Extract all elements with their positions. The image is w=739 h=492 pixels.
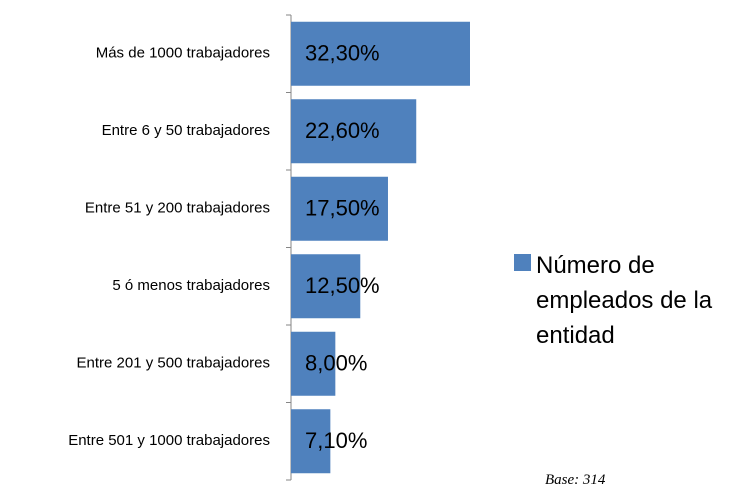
bar [291,21,470,86]
legend-label: Número de empleados de la entidad [536,252,713,349]
data-label: 22,60% [305,118,380,143]
bar [291,99,417,164]
legend: Número de empleados de la entidad [514,248,739,353]
y-tick-label: 5 ó menos trabajadores [112,277,270,294]
data-label: 7,10% [305,428,367,453]
annotation: Base: 314 [545,472,606,488]
bar [291,331,336,396]
y-tick-label: Entre 6 y 50 trabajadores [102,122,270,139]
data-label: 8,00% [305,351,367,376]
legend-swatch [514,254,531,271]
bar [291,176,388,241]
data-label: 32,30% [305,41,380,66]
data-label: 12,50% [305,273,380,298]
bar [291,409,331,474]
y-tick-label: Entre 51 y 200 trabajadores [85,200,270,217]
data-label: 17,50% [305,196,380,221]
bar [291,254,361,319]
y-tick-label: Más de 1000 trabajadores [96,45,270,62]
y-tick-label: Entre 501 y 1000 trabajadores [68,432,270,449]
y-tick-label: Entre 201 y 500 trabajadores [77,355,270,372]
